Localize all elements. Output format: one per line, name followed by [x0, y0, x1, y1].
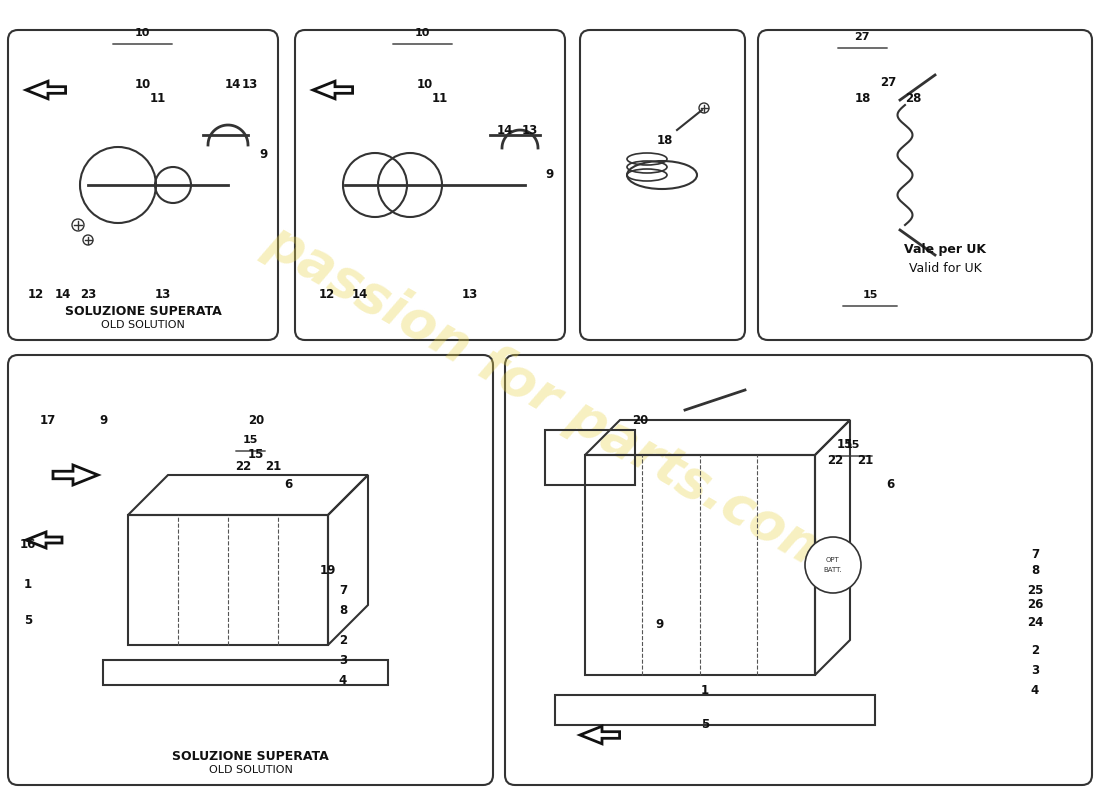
Text: 3: 3: [1031, 663, 1040, 677]
Text: 5: 5: [701, 718, 710, 731]
Text: 16: 16: [20, 538, 36, 551]
Text: 9: 9: [99, 414, 107, 426]
Text: 10: 10: [415, 28, 430, 38]
Text: 2: 2: [339, 634, 348, 646]
Text: passion for parts.com: passion for parts.com: [256, 215, 844, 585]
Text: 22: 22: [235, 461, 251, 474]
Text: 15: 15: [862, 290, 878, 300]
Text: 11: 11: [432, 91, 448, 105]
Text: 3: 3: [339, 654, 348, 666]
Text: 2: 2: [1031, 643, 1040, 657]
Text: 23: 23: [80, 289, 96, 302]
FancyBboxPatch shape: [8, 355, 493, 785]
Text: OLD SOLUTION: OLD SOLUTION: [101, 320, 185, 330]
Text: OPT: OPT: [826, 557, 840, 563]
Text: 15: 15: [837, 438, 854, 451]
Text: OLD SOLUTION: OLD SOLUTION: [209, 765, 293, 775]
Text: BATT.: BATT.: [824, 567, 843, 573]
Text: 13: 13: [155, 289, 172, 302]
Text: 4: 4: [339, 674, 348, 686]
Text: 11: 11: [150, 91, 166, 105]
Text: 18: 18: [855, 91, 871, 105]
Text: 5: 5: [24, 614, 32, 626]
Text: 18: 18: [657, 134, 673, 146]
FancyBboxPatch shape: [295, 30, 565, 340]
Text: 27: 27: [855, 32, 870, 42]
Text: 8: 8: [339, 603, 348, 617]
FancyBboxPatch shape: [580, 30, 745, 340]
Text: 14: 14: [224, 78, 241, 91]
Text: 15: 15: [242, 435, 257, 445]
Text: 22: 22: [827, 454, 843, 466]
Text: 14: 14: [352, 289, 368, 302]
Text: 9: 9: [258, 149, 267, 162]
Text: 4: 4: [1031, 683, 1040, 697]
Text: 14: 14: [497, 123, 514, 137]
Text: 1: 1: [701, 683, 710, 697]
Text: 13: 13: [462, 289, 478, 302]
FancyBboxPatch shape: [8, 30, 278, 340]
Text: 15: 15: [248, 449, 264, 462]
Text: SOLUZIONE SUPERATA: SOLUZIONE SUPERATA: [172, 750, 329, 763]
Text: 9: 9: [546, 169, 554, 182]
Text: 7: 7: [339, 583, 348, 597]
Text: 13: 13: [242, 78, 258, 91]
Circle shape: [805, 537, 861, 593]
Text: 20: 20: [631, 414, 648, 426]
Text: 6: 6: [886, 478, 894, 491]
Text: 7: 7: [1031, 549, 1040, 562]
Text: 20: 20: [248, 414, 264, 426]
Text: 15: 15: [845, 440, 860, 450]
Text: 10: 10: [417, 78, 433, 91]
Text: 21: 21: [265, 461, 282, 474]
Text: 17: 17: [40, 414, 56, 426]
Text: 14: 14: [55, 289, 72, 302]
Text: 21: 21: [857, 454, 873, 466]
Bar: [544, 430, 635, 485]
FancyBboxPatch shape: [758, 30, 1092, 340]
Text: 1: 1: [24, 578, 32, 591]
Bar: [128, 515, 328, 645]
Text: 6: 6: [284, 478, 293, 491]
Text: 28: 28: [905, 91, 921, 105]
Text: 24: 24: [1026, 617, 1043, 630]
Text: 9: 9: [656, 618, 664, 631]
Text: 27: 27: [880, 75, 896, 89]
Text: SOLUZIONE SUPERATA: SOLUZIONE SUPERATA: [65, 305, 221, 318]
Text: 13: 13: [521, 123, 538, 137]
Text: Vale per UK: Vale per UK: [904, 243, 986, 257]
Text: 8: 8: [1031, 563, 1040, 577]
Text: 10: 10: [135, 78, 151, 91]
Text: 26: 26: [1026, 598, 1043, 611]
Text: Valid for UK: Valid for UK: [909, 262, 981, 274]
Bar: [585, 455, 815, 675]
Text: 12: 12: [28, 289, 44, 302]
Text: 25: 25: [1026, 583, 1043, 597]
FancyBboxPatch shape: [505, 355, 1092, 785]
Text: 12: 12: [319, 289, 336, 302]
Text: 10: 10: [134, 28, 150, 38]
Text: 19: 19: [320, 563, 337, 577]
